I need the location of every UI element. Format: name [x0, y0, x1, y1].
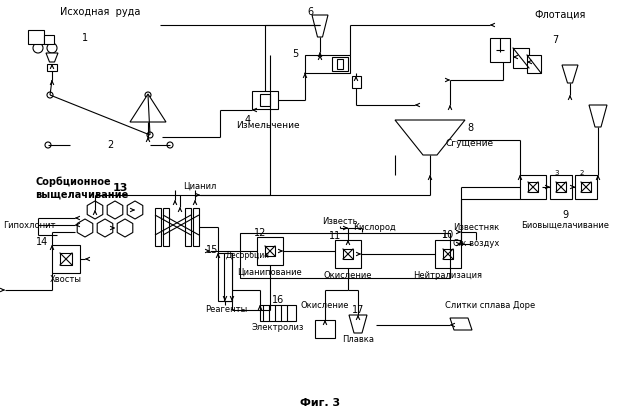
- Text: Измельчение: Измельчение: [236, 121, 300, 130]
- Text: 11: 11: [329, 231, 341, 241]
- Bar: [527, 55, 541, 73]
- Bar: [443, 249, 453, 259]
- Bar: [435, 240, 461, 268]
- Text: Сгущение: Сгущение: [446, 138, 494, 147]
- Text: 3: 3: [555, 170, 559, 176]
- Text: Десорбция: Десорбция: [226, 251, 270, 259]
- Bar: [332, 57, 348, 71]
- Bar: [60, 253, 72, 265]
- Bar: [337, 59, 343, 69]
- Text: 17: 17: [352, 305, 364, 315]
- Bar: [218, 253, 232, 301]
- Bar: [193, 208, 199, 246]
- Text: Нейтрализация: Нейтрализация: [413, 271, 483, 280]
- Text: Цианипование: Цианипование: [237, 268, 302, 276]
- Bar: [52, 245, 80, 273]
- Bar: [252, 91, 278, 109]
- Bar: [47, 64, 57, 71]
- Bar: [335, 240, 361, 268]
- Circle shape: [47, 43, 57, 53]
- Text: Гипохлонит: Гипохлонит: [3, 221, 56, 230]
- Text: Известь: Известь: [323, 218, 358, 226]
- Text: 2: 2: [580, 170, 584, 176]
- Text: Электролиз: Электролиз: [252, 323, 304, 332]
- Bar: [265, 246, 275, 256]
- Bar: [490, 38, 510, 62]
- Text: 6: 6: [307, 7, 313, 17]
- Bar: [575, 175, 597, 199]
- Circle shape: [167, 142, 173, 148]
- Circle shape: [47, 92, 53, 98]
- Text: Хвосты: Хвосты: [50, 275, 82, 285]
- Polygon shape: [395, 120, 465, 155]
- Text: 5: 5: [292, 49, 298, 59]
- Bar: [257, 237, 283, 265]
- Polygon shape: [117, 219, 132, 237]
- Bar: [224, 253, 232, 301]
- Text: 1: 1: [441, 233, 445, 239]
- Text: 13: 13: [112, 183, 128, 193]
- Bar: [556, 182, 566, 192]
- Circle shape: [45, 142, 51, 148]
- Polygon shape: [562, 65, 578, 83]
- Text: 15: 15: [206, 245, 218, 255]
- Text: 8: 8: [467, 123, 473, 133]
- Polygon shape: [312, 15, 328, 37]
- Text: 12: 12: [254, 228, 266, 238]
- Bar: [155, 208, 161, 246]
- Text: Известняк: Известняк: [453, 223, 499, 233]
- Polygon shape: [589, 105, 607, 127]
- Text: 2: 2: [107, 140, 113, 150]
- Text: 4: 4: [245, 115, 251, 125]
- Bar: [581, 182, 591, 192]
- Polygon shape: [450, 318, 472, 330]
- Bar: [550, 175, 572, 199]
- Text: Сорбционное
выщелачивание: Сорбционное выщелачивание: [35, 177, 128, 199]
- Text: Кислород: Кислород: [354, 223, 396, 233]
- Text: 9: 9: [562, 210, 568, 220]
- Text: Окисление: Окисление: [324, 271, 372, 280]
- Text: Цианил: Цианил: [183, 181, 217, 190]
- Bar: [185, 208, 191, 246]
- Polygon shape: [46, 53, 58, 62]
- Bar: [352, 76, 361, 88]
- Bar: [260, 94, 270, 106]
- Bar: [28, 30, 44, 44]
- Text: Флотация: Флотация: [534, 10, 586, 20]
- Text: Исходная  руда: Исходная руда: [60, 7, 140, 17]
- Polygon shape: [127, 201, 143, 219]
- Text: Реагенты: Реагенты: [205, 306, 247, 315]
- Text: 1: 1: [82, 33, 88, 43]
- Bar: [44, 35, 54, 44]
- Text: 10: 10: [442, 230, 454, 240]
- Bar: [513, 48, 529, 68]
- Text: 14: 14: [36, 237, 48, 247]
- Bar: [315, 320, 335, 338]
- Text: 16: 16: [272, 295, 284, 305]
- Bar: [520, 175, 546, 199]
- Polygon shape: [108, 201, 123, 219]
- Polygon shape: [97, 219, 113, 237]
- Bar: [528, 182, 538, 192]
- Text: Слитки сплава Доре: Слитки сплава Доре: [445, 301, 535, 309]
- Circle shape: [33, 43, 43, 53]
- Text: Плавка: Плавка: [342, 335, 374, 344]
- Bar: [163, 208, 169, 246]
- Text: Фиг. 3: Фиг. 3: [300, 398, 340, 408]
- Text: Окисление: Окисление: [301, 301, 349, 309]
- Bar: [305, 55, 350, 73]
- Text: Биовыщелачивание: Биовыщелачивание: [521, 221, 609, 230]
- Circle shape: [147, 132, 153, 138]
- Bar: [260, 305, 296, 321]
- Text: 7: 7: [552, 35, 558, 45]
- Polygon shape: [349, 315, 367, 333]
- Polygon shape: [77, 219, 93, 237]
- Bar: [240, 233, 450, 278]
- Polygon shape: [87, 201, 103, 219]
- Polygon shape: [130, 94, 166, 122]
- Text: Сж воздух: Сж воздух: [453, 240, 499, 249]
- Circle shape: [145, 92, 151, 98]
- Bar: [343, 249, 353, 259]
